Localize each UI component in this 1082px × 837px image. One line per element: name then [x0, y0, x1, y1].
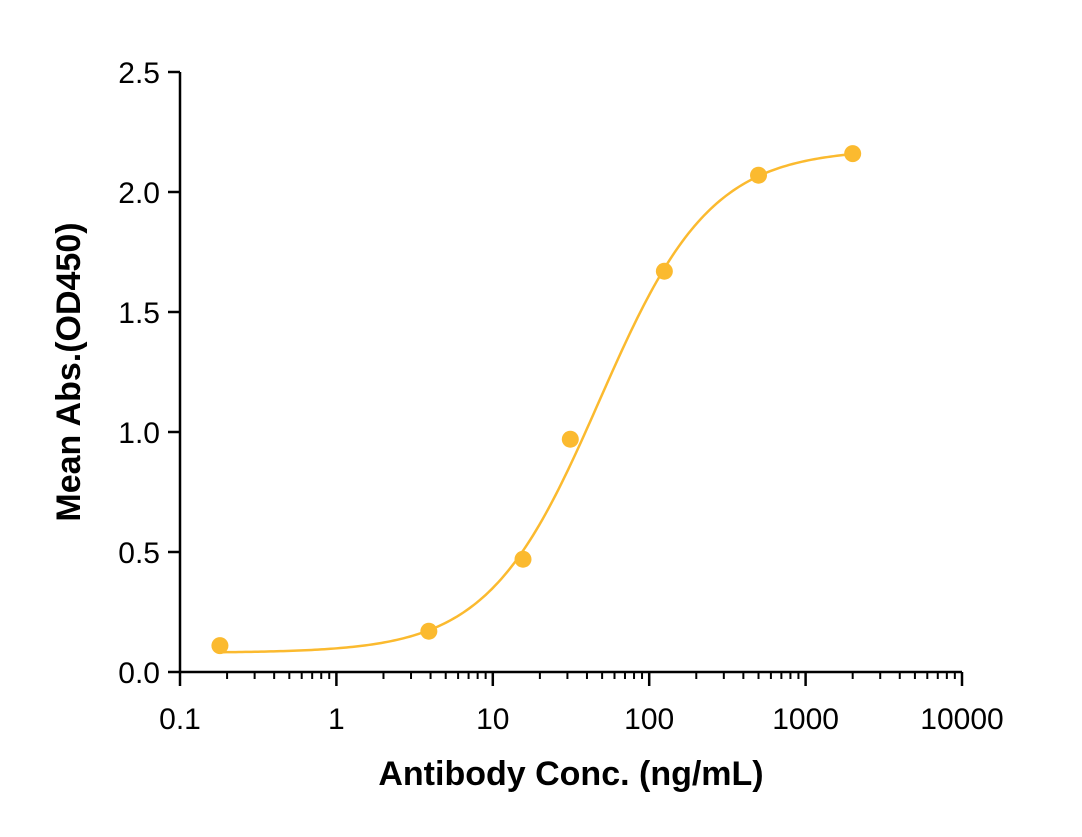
- data-point: [211, 637, 229, 655]
- y-tick-label: 2.0: [118, 177, 160, 210]
- x-tick-label: 10000: [920, 703, 1003, 736]
- x-tick-label: 1: [328, 703, 345, 736]
- data-point: [844, 145, 862, 163]
- data-point: [561, 430, 579, 448]
- x-tick-label: 0.1: [159, 703, 201, 736]
- x-tick-label: 10: [476, 703, 509, 736]
- x-tick-label: 100: [624, 703, 674, 736]
- y-tick-label: 0.5: [118, 537, 160, 570]
- fit-curve: [219, 152, 853, 654]
- data-point: [655, 262, 673, 280]
- y-axis-ticks: 0.0 0.5 1.0 1.5 2.0 2.5: [118, 57, 180, 690]
- x-axis-title: Antibody Conc. (ng/mL): [378, 755, 763, 793]
- y-tick-label: 2.5: [118, 57, 160, 90]
- y-tick-label: 1.0: [118, 417, 160, 450]
- x-tick-label: 1000: [772, 703, 839, 736]
- data-point: [514, 550, 532, 568]
- y-tick-label: 0.0: [118, 657, 160, 690]
- data-point: [750, 166, 768, 184]
- y-tick-label: 1.5: [118, 297, 160, 330]
- data-point: [420, 622, 438, 640]
- y-axis-title: Mean Abs.(OD450): [50, 222, 88, 521]
- x-axis-ticks: 0.1 1 10 100 1000 10000: [159, 672, 1004, 736]
- data-points: [211, 145, 862, 655]
